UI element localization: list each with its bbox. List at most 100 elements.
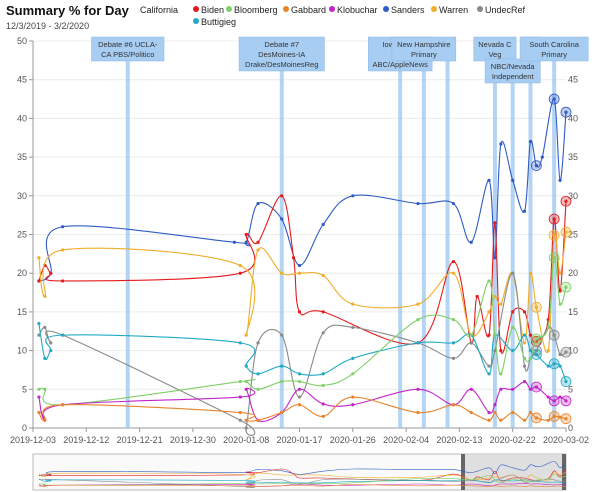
legend-swatch-warren <box>431 6 437 12</box>
y-tick-label-right: 5 <box>568 384 573 394</box>
data-point-buttigieg <box>451 341 456 345</box>
y-tick-label-left: 45 <box>17 75 27 85</box>
data-point-sanders <box>564 110 568 114</box>
legend-item-klobuchar[interactable]: Klobuchar <box>329 5 378 15</box>
data-point-warren <box>451 271 456 275</box>
data-point-klobuchar <box>244 387 248 391</box>
series-line-warren <box>38 232 567 354</box>
x-tick-label: 2020-02-13 <box>436 435 482 445</box>
highlight-marker-gabbard <box>548 410 560 422</box>
legend-swatch-sanders <box>383 6 389 12</box>
legend-item-gabbard[interactable]: Gabbard <box>283 5 326 15</box>
legend-item-bloomberg[interactable]: Bloomberg <box>226 5 278 15</box>
y-tick-label-left: 50 <box>17 36 27 46</box>
event-label-text: ABC/AppleNews <box>372 60 428 69</box>
data-point-warren <box>321 273 325 278</box>
data-point-klobuchar <box>499 387 503 391</box>
event-label-text: DesMoines-IA <box>258 50 305 59</box>
data-point-undecref <box>552 333 556 337</box>
legend-item-warren[interactable]: Warren <box>431 5 468 15</box>
highlight-marker-bloomberg <box>560 281 572 293</box>
highlight-marker-sanders <box>548 93 560 105</box>
data-point-sanders <box>534 164 538 168</box>
event-label-text: Debate #7 <box>264 40 299 49</box>
legend-swatch-klobuchar <box>329 6 335 12</box>
data-point-sanders <box>511 178 515 182</box>
data-point-sanders <box>321 222 325 227</box>
data-point-biden <box>297 310 302 314</box>
data-point-klobuchar <box>297 387 302 391</box>
data-point-sanders <box>451 201 456 206</box>
data-point-buttigieg <box>321 372 325 376</box>
data-point-warren <box>244 333 248 337</box>
navigator-series-gabbard <box>38 484 567 487</box>
highlight-marker-gabbard <box>560 413 572 425</box>
y-tick-label-right: 35 <box>568 152 578 162</box>
x-tick-label: 2020-02-04 <box>383 435 429 445</box>
highlight-marker-buttigieg <box>548 358 560 370</box>
x-tick-label: 2020-01-26 <box>330 435 376 445</box>
legend-item-buttigieg[interactable]: Buttigieg <box>193 17 236 27</box>
data-point-warren <box>534 305 538 309</box>
y-tick-label-left: 10 <box>17 346 27 356</box>
event-label-text: Primary <box>541 50 567 59</box>
legend-label-undecref: UndecRef <box>485 5 526 15</box>
x-tick-label: 2019-12-21 <box>117 435 163 445</box>
data-point-gabbard <box>61 403 65 407</box>
legend-label-sanders: Sanders <box>391 5 425 15</box>
data-point-klobuchar <box>321 402 325 406</box>
legend-item-undecref[interactable]: UndecRef <box>477 5 525 15</box>
data-point-buttigieg <box>552 362 556 366</box>
data-point-klobuchar <box>487 410 491 415</box>
data-point-undecref <box>280 333 284 337</box>
legend-label-gabbard: Gabbard <box>291 5 327 15</box>
legend-item-biden[interactable]: Biden <box>193 5 224 15</box>
data-point-klobuchar <box>534 385 538 389</box>
data-point-undecref <box>451 356 456 360</box>
data-point-gabbard <box>546 418 550 422</box>
series-line-bloomberg <box>38 257 567 406</box>
highlight-marker-bloomberg <box>548 252 560 264</box>
data-point-biden <box>511 310 515 314</box>
data-point-sanders <box>528 140 533 144</box>
data-point-gabbard <box>487 418 491 422</box>
data-point-warren <box>43 294 47 299</box>
data-point-buttigieg <box>43 356 47 360</box>
data-point-sanders <box>487 178 491 182</box>
data-point-sanders <box>469 240 473 244</box>
y-tick-label-right: 20 <box>568 268 578 278</box>
event-marker-line <box>421 41 426 428</box>
legend-label-buttigieg: Buttigieg <box>201 17 237 27</box>
data-point-sanders <box>493 256 497 260</box>
data-point-gabbard <box>534 416 538 420</box>
legend-swatch-gabbard <box>283 6 289 12</box>
data-point-biden <box>244 232 248 237</box>
data-point-gabbard <box>564 417 568 421</box>
event-marker-line <box>492 41 497 428</box>
chart-title: Summary % for Day <box>6 3 129 18</box>
data-point-warren <box>297 271 302 275</box>
highlight-marker-gabbard <box>530 412 542 424</box>
navigator-series-bloomberg <box>38 473 567 486</box>
data-point-undecref <box>297 395 302 399</box>
data-point-buttigieg <box>244 364 248 368</box>
data-point-klobuchar <box>493 403 497 407</box>
region-label: California <box>140 5 179 15</box>
data-point-klobuchar <box>238 395 242 399</box>
y-tick-label-right: 40 <box>568 113 578 123</box>
data-point-gabbard <box>280 410 284 415</box>
navigator-handle-left <box>461 454 465 490</box>
legend-item-sanders[interactable]: Sanders <box>383 5 425 15</box>
y-tick-label-right: 10 <box>568 346 578 356</box>
data-point-warren <box>280 271 284 275</box>
data-point-sanders <box>540 155 544 159</box>
event-marker-line <box>445 41 450 428</box>
data-point-klobuchar <box>469 387 473 391</box>
data-point-bloomberg <box>43 387 47 391</box>
data-point-undecref <box>564 350 568 354</box>
legend-label-bloomberg: Bloomberg <box>234 5 278 15</box>
data-point-gabbard <box>238 410 242 415</box>
data-point-gabbard <box>528 410 533 415</box>
data-point-undecref <box>522 364 527 368</box>
